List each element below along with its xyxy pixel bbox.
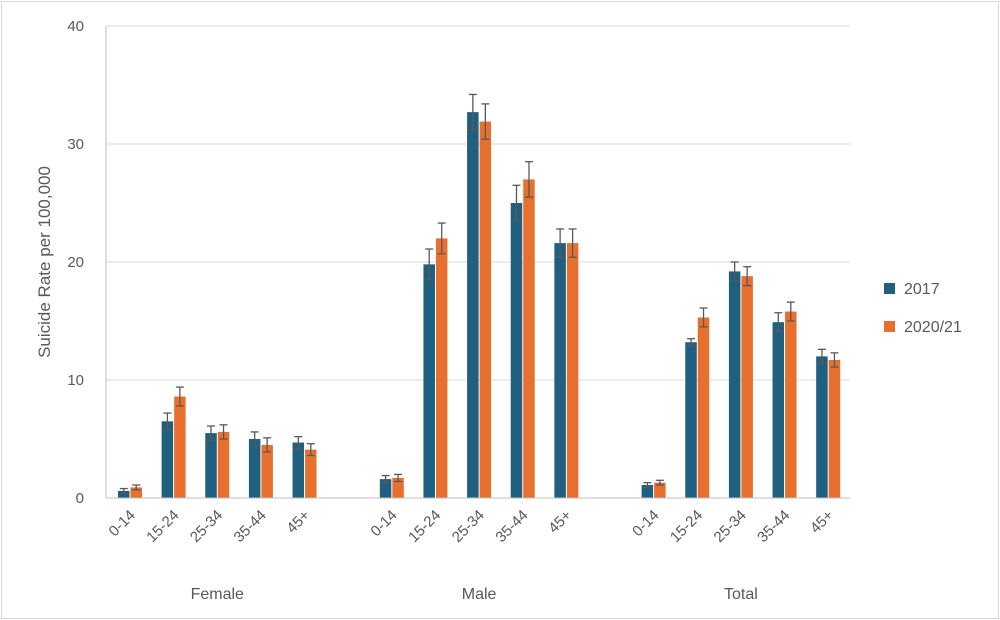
x-tick-label: 15-24 (667, 507, 706, 546)
x-tick-label: 25-34 (449, 507, 488, 546)
x-tick-label: 0-14 (106, 507, 139, 540)
bar-female-0-14-2017 (118, 490, 130, 498)
bar-total-15-24-2017 (685, 342, 697, 498)
x-tick-label: 45+ (807, 507, 837, 537)
group-label-female: Female (191, 586, 244, 603)
bar-total-35-44-2020/21 (785, 311, 797, 498)
bar-male-15-24-2017 (423, 264, 435, 498)
x-tick-label: 15-24 (405, 507, 444, 546)
bar-male-35-44-2020/21 (523, 179, 535, 498)
bar-female-25-34-2017 (205, 433, 217, 498)
bar-female-35-44-2020/21 (261, 444, 273, 498)
group-label-male: Male (462, 586, 497, 603)
bar-female-0-14-2020/21 (130, 487, 142, 498)
y-tick-label: 40 (67, 18, 84, 35)
x-tick-label: 35-44 (754, 507, 793, 546)
x-tick-label: 0-14 (367, 507, 400, 540)
group-label-total: Total (724, 586, 758, 603)
axes (105, 26, 850, 499)
bar-total-35-44-2017 (772, 322, 785, 498)
x-tick-label: 0-14 (629, 507, 662, 540)
bar-total-25-34-2017 (728, 271, 741, 498)
x-tick-label: 25-34 (187, 507, 226, 546)
legend-swatch (884, 283, 895, 294)
x-tick-label: 35-44 (492, 507, 531, 546)
bars (118, 93, 841, 498)
bar-male-25-34-2017 (467, 112, 479, 498)
x-tick-label: 45+ (545, 507, 575, 537)
bar-male-45+-2017 (554, 243, 566, 498)
y-tick-label: 10 (67, 372, 84, 389)
bar-female-25-34-2020/21 (217, 431, 230, 498)
bar-male-15-24-2020/21 (435, 238, 448, 498)
x-tick-label: 25-34 (711, 507, 750, 546)
bar-male-45+-2020/21 (566, 243, 579, 498)
bar-total-0-14-2020/21 (654, 482, 666, 498)
y-tick-label: 20 (67, 254, 84, 271)
y-axis-label: Suicide Rate per 100,000 (35, 166, 54, 358)
bar-total-15-24-2020/21 (697, 317, 710, 498)
y-tick-label: 30 (67, 136, 84, 153)
bar-total-0-14-2017 (641, 485, 654, 498)
bar-total-45+-2020/21 (828, 359, 841, 498)
bar-male-25-34-2020/21 (479, 121, 492, 498)
bar-male-0-14-2017 (379, 479, 392, 498)
bar-male-0-14-2020/21 (392, 477, 404, 498)
bar-male-35-44-2017 (510, 203, 523, 498)
legend-label: 2017 (904, 281, 940, 298)
bar-total-45+-2017 (816, 356, 828, 498)
legend-label: 2020/21 (904, 319, 962, 336)
bar-female-45+-2017 (292, 442, 305, 498)
legend-swatch (884, 321, 895, 332)
bar-female-15-24-2020/21 (174, 396, 186, 498)
bar-total-25-34-2020/21 (741, 276, 753, 498)
x-tick-label: 15-24 (143, 507, 182, 546)
legend: 2017 2020/21 (884, 281, 962, 336)
x-tick-label: 35-44 (231, 507, 270, 546)
x-tick-label: 45+ (283, 507, 313, 537)
bar-female-45+-2020/21 (305, 449, 317, 498)
y-tick-label: 0 (76, 490, 84, 507)
bar-female-35-44-2017 (248, 439, 261, 498)
bar-female-15-24-2017 (161, 421, 174, 498)
